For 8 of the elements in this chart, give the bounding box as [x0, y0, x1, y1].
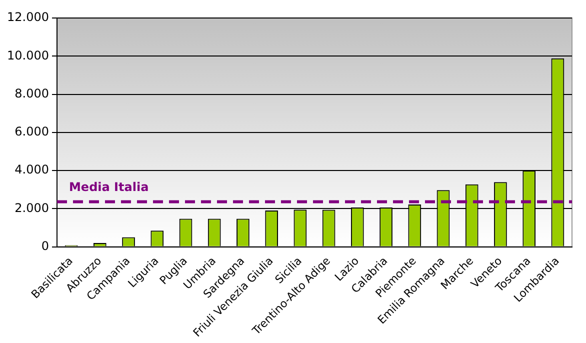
ref-line-label: Media Italia: [68, 180, 149, 194]
y-tick-label: 4.000: [14, 162, 49, 177]
y-tick-label: 8.000: [14, 86, 49, 100]
y-tick-label: 6.000: [14, 124, 49, 139]
y-tick-label: 10.000: [6, 48, 49, 62]
y-tick-label: 12.000: [6, 10, 49, 24]
y-tick-label: 0: [41, 238, 49, 253]
y-tick-label: 2.000: [14, 200, 49, 215]
